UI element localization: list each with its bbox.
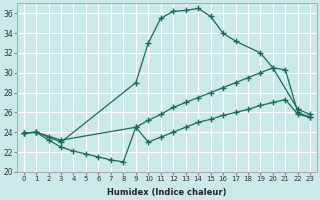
X-axis label: Humidex (Indice chaleur): Humidex (Indice chaleur): [107, 188, 227, 197]
